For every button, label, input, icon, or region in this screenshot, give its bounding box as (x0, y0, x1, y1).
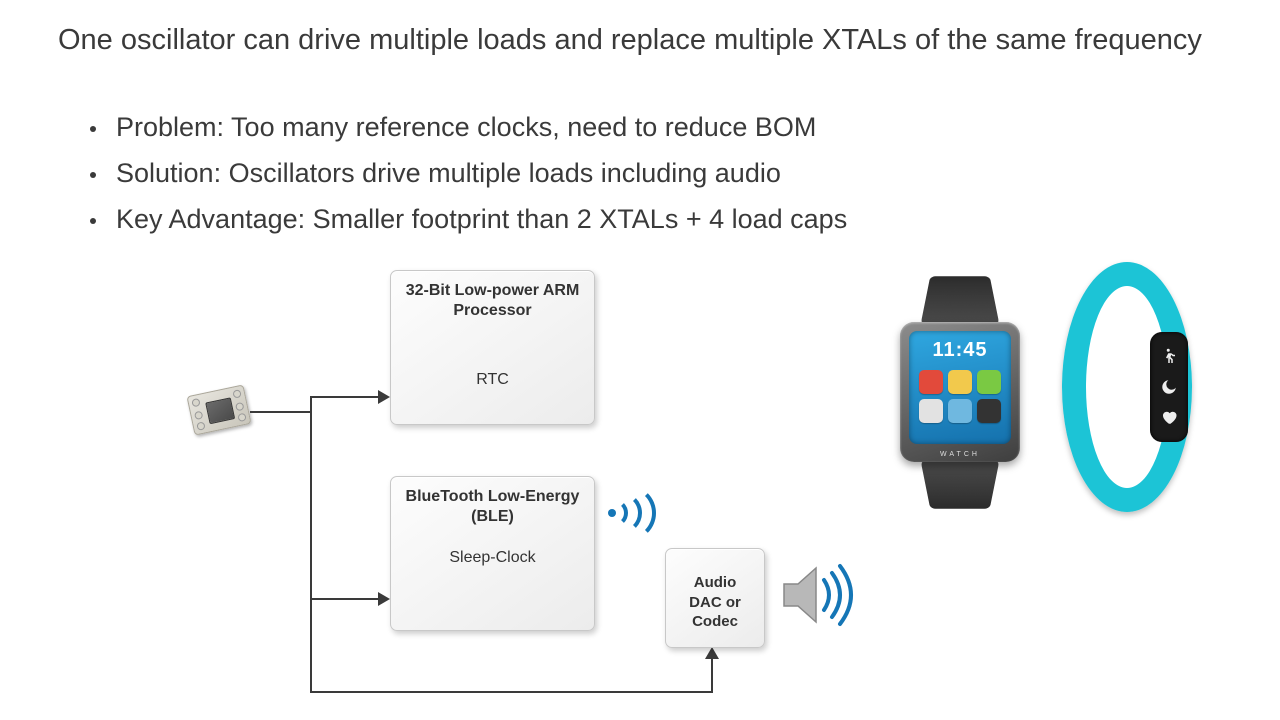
band-display (1150, 332, 1188, 442)
arrow-icon (705, 647, 719, 659)
block-arm-processor: 32-Bit Low-power ARM Processor RTC (390, 270, 595, 425)
wireless-icon (606, 492, 650, 536)
block-title: 32-Bit Low-power ARM Processor (401, 281, 584, 321)
watch-brand-label: WATCH (900, 451, 1020, 458)
arrow-icon (378, 592, 390, 606)
watch-time: 11:45 (909, 339, 1011, 362)
block-title: Audio DAC or Codec (676, 573, 754, 632)
block-audio-codec: Audio DAC or Codec (665, 548, 765, 648)
arrow-icon (378, 390, 390, 404)
block-sublabel: Sleep-Clock (401, 549, 584, 567)
watch-app-icons (909, 370, 1011, 423)
smartwatch-illustration: 11:45 WATCH (880, 280, 1040, 505)
walk-icon (1160, 348, 1178, 366)
fitness-band-illustration (1062, 262, 1192, 512)
wire (310, 396, 312, 693)
wire (310, 598, 380, 600)
wire (711, 657, 713, 693)
heart-icon (1160, 408, 1178, 426)
block-diagram: 32-Bit Low-power ARM Processor RTC BlueT… (0, 0, 1280, 720)
wire (310, 396, 380, 398)
block-sublabel: RTC (401, 371, 584, 389)
wire (310, 691, 713, 693)
wire (250, 411, 312, 413)
block-title: BlueTooth Low-Energy (BLE) (401, 487, 584, 527)
oscillator-chip-icon (186, 384, 251, 435)
speaker-icon (778, 560, 858, 630)
block-ble: BlueTooth Low-Energy (BLE) Sleep-Clock (390, 476, 595, 631)
moon-icon (1160, 378, 1178, 396)
